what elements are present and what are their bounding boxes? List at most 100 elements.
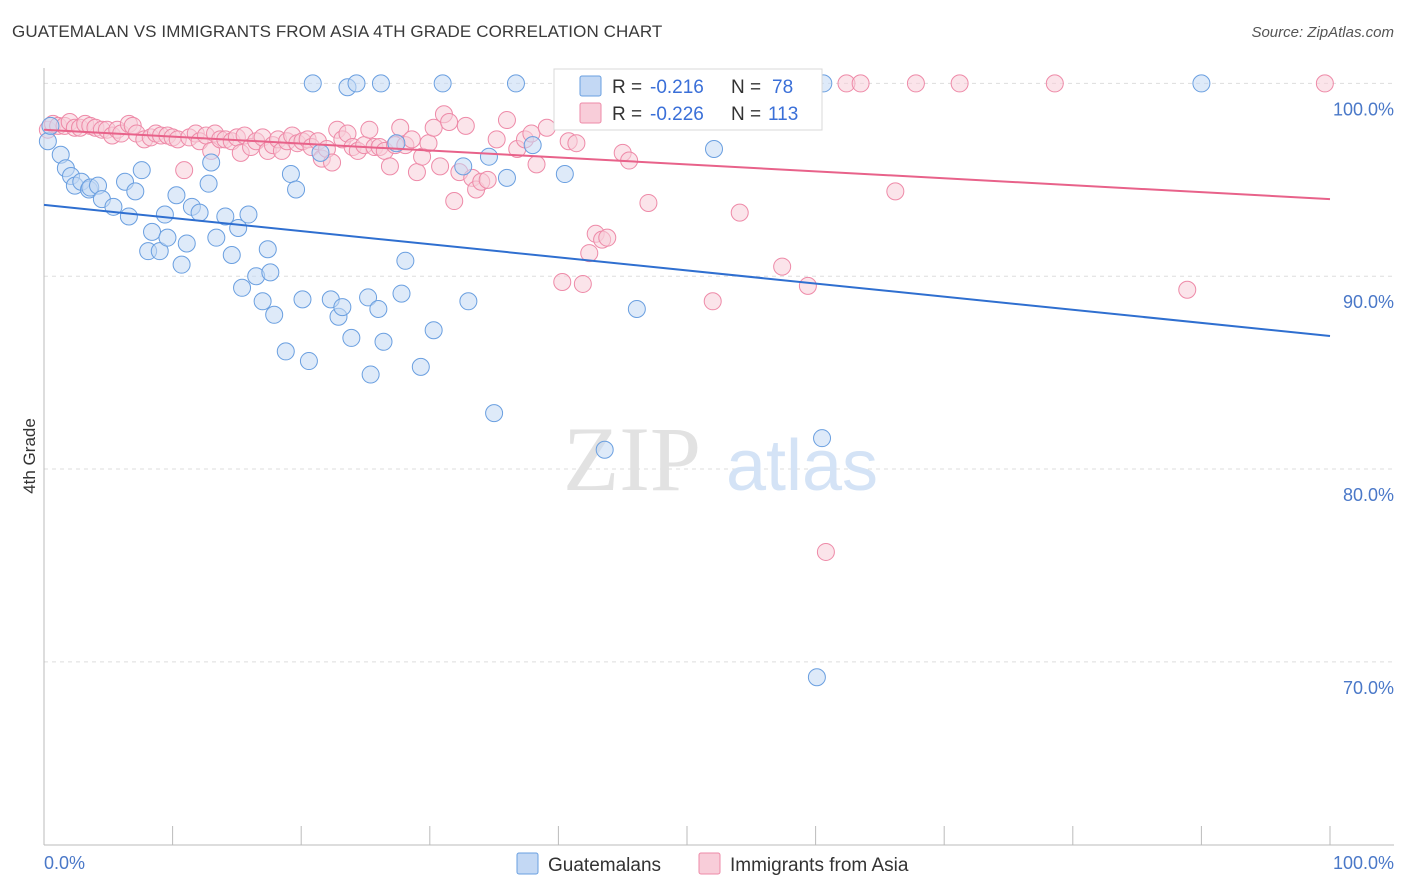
asia-point [537, 118, 556, 137]
guatemalan-point [371, 74, 390, 93]
guatemalan-point [454, 157, 473, 176]
guatemalan-point [222, 246, 241, 265]
guatemalan-point [172, 255, 191, 274]
asia-point [407, 163, 426, 182]
guatemalan-point [177, 234, 196, 253]
legend-n-value-1: 78 [772, 77, 793, 98]
guatemalan-point [374, 332, 393, 351]
guatemalan-point [485, 404, 504, 423]
guatemalan-point [261, 263, 280, 282]
asia-point [567, 134, 586, 153]
guatemalan-point [119, 207, 138, 226]
guatemalan-point [233, 278, 252, 297]
asia-point [816, 542, 835, 561]
legend-r-label-1: R = [612, 77, 642, 98]
guatemalan-point [265, 305, 284, 324]
asia-point [380, 157, 399, 176]
guatemalan-point [479, 147, 498, 166]
bottom-legend: Guatemalans Immigrants from Asia [516, 852, 909, 876]
guatemalan-point [342, 328, 361, 347]
asia-point [360, 120, 379, 139]
guatemalan-point [411, 357, 430, 376]
bottom-legend-label-asia: Immigrants from Asia [730, 855, 909, 876]
asia-point [478, 170, 497, 189]
legend-n-label-2: N = [731, 104, 761, 125]
guatemalan-point [199, 174, 218, 193]
guatemalan-point [311, 143, 330, 162]
asia-point [730, 203, 749, 222]
watermark-zip: ZIP [563, 408, 701, 510]
guatemalan-point [38, 132, 57, 151]
guatemalan-point [287, 180, 306, 199]
x-tick-label-max: 100.0% [1333, 853, 1394, 873]
asia-point [424, 118, 443, 137]
bottom-legend-label-guatemalans: Guatemalans [548, 855, 661, 876]
chart-title: GUATEMALAN VS IMMIGRANTS FROM ASIA 4TH G… [12, 22, 663, 41]
guatemalan-point [303, 74, 322, 93]
y-axis-label: 4th Grade [20, 418, 39, 494]
asia-point [886, 182, 905, 201]
trend-lines [43, 128, 1331, 337]
asia-point [323, 153, 342, 172]
asia-point [851, 74, 870, 93]
y-tick-label: 100.0% [1333, 99, 1394, 119]
bottom-legend-swatch-guatemalans [516, 852, 539, 875]
guatemalan-point [239, 205, 258, 224]
legend-swatch-guatemalans [579, 75, 602, 97]
guatemalan-point [41, 116, 60, 135]
trend-line-guatemalans [43, 203, 1331, 337]
legend-r-label-2: R = [612, 104, 642, 125]
asia-point [402, 130, 421, 149]
guatemalan-point [143, 222, 162, 241]
guatemalan-point [359, 288, 378, 307]
guatemalan-point [293, 290, 312, 309]
asia-point [598, 228, 617, 247]
guatemalan-point [1192, 74, 1211, 93]
guatemalan-point [424, 321, 443, 340]
guatemalan-point [396, 251, 415, 270]
guatemalan-point [155, 205, 174, 224]
legend-swatch-asia [579, 102, 602, 124]
asia-point [553, 273, 572, 292]
guatemalan-point [433, 74, 452, 93]
legend-box: R = -0.216 N = 78 R = -0.226 N = 113 [553, 68, 823, 131]
asia-point [497, 111, 516, 130]
guatemalan-point [506, 74, 525, 93]
guatemalan-point [523, 136, 542, 155]
watermark-atlas: atlas [726, 426, 878, 506]
asia-point [1315, 74, 1334, 93]
asia-point [431, 157, 450, 176]
guatemalan-point [333, 298, 352, 317]
series-guatemalans [38, 74, 1211, 687]
legend-r-value-2: -0.226 [650, 104, 704, 125]
guatemalan-point [387, 134, 406, 153]
asia-point [527, 155, 546, 174]
guatemalan-point [299, 352, 318, 371]
asia-point [906, 74, 925, 93]
guatemalan-point [627, 300, 646, 319]
asia-point [1045, 74, 1064, 93]
guatemalan-point [158, 228, 177, 247]
guatemalan-point [150, 242, 169, 261]
guatemalan-point [258, 240, 277, 259]
gridlines [44, 82, 1394, 663]
guatemalan-point [807, 668, 826, 687]
y-tick-label: 70.0% [1343, 678, 1394, 698]
guatemalan-point [347, 74, 366, 93]
guatemalan-point [361, 365, 380, 384]
trend-line-asia [43, 128, 1331, 201]
guatemalan-point [595, 440, 614, 459]
guatemalan-point [497, 168, 516, 187]
guatemalan-point [202, 153, 221, 172]
asia-point [798, 276, 817, 295]
guatemalan-point [190, 203, 209, 222]
axes [43, 68, 1394, 846]
x-ticks [43, 826, 1331, 845]
asia-point [573, 274, 592, 293]
asia-point [440, 112, 459, 131]
asia-point [175, 161, 194, 180]
y-tick-label: 90.0% [1343, 292, 1394, 312]
asia-point [639, 193, 658, 212]
asia-point [703, 292, 722, 311]
bottom-legend-swatch-asia [698, 852, 721, 875]
